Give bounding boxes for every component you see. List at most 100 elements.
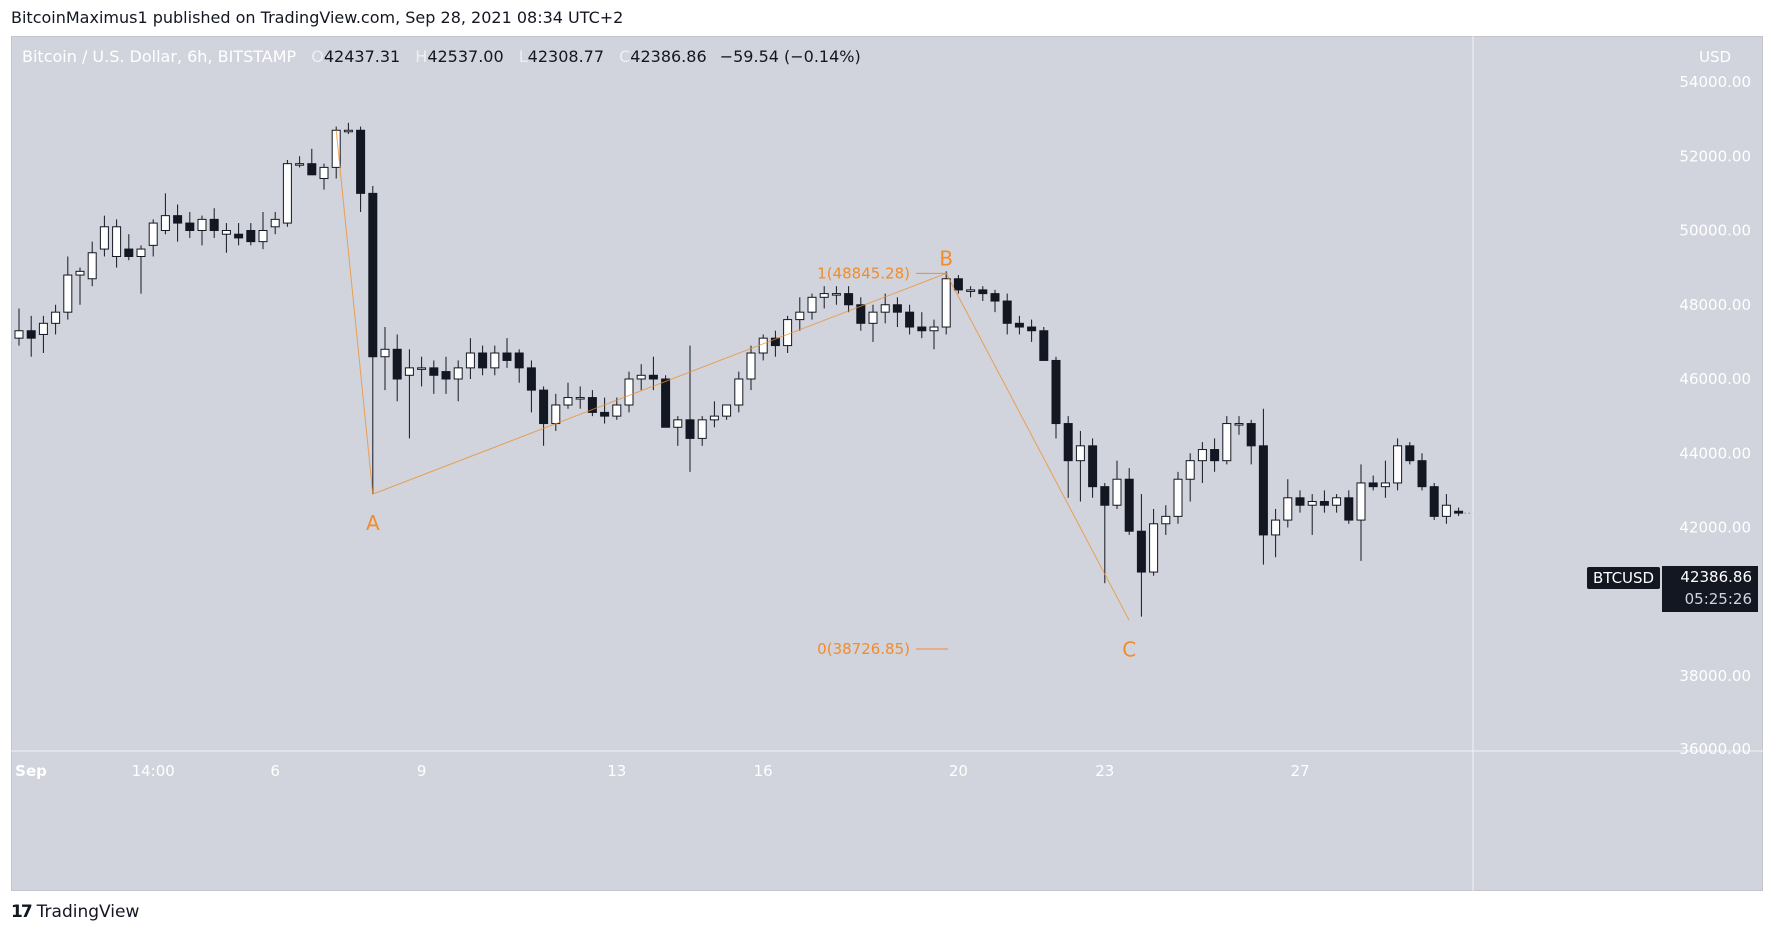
candle-body xyxy=(1210,449,1220,462)
candle xyxy=(1393,438,1403,491)
candle-body xyxy=(270,218,280,228)
candle xyxy=(1210,438,1220,472)
candle xyxy=(112,219,122,268)
price-chart[interactable]: A B C 1(48845.28) 0(38726.85) 54000.00 52000.… xyxy=(11,36,1763,891)
candle-body xyxy=(1075,445,1085,462)
candle xyxy=(478,345,488,376)
candle xyxy=(990,289,1000,313)
fib-level-1-label: 1(48845.28) xyxy=(817,264,910,282)
time-tick-label: 14:00 xyxy=(132,762,175,780)
candle-body xyxy=(1368,482,1378,488)
candle-body xyxy=(185,222,195,231)
candle-body xyxy=(380,348,390,358)
candle xyxy=(587,390,597,417)
axis-layer: 54000.00 52000.00 50000.00 48000.00 46000.00… xyxy=(11,36,1763,891)
time-tick-label: 20 xyxy=(949,762,968,780)
candle-body xyxy=(587,397,597,413)
candle xyxy=(770,330,780,357)
time-tick-label: 9 xyxy=(417,762,427,780)
candle-body xyxy=(612,404,622,417)
close-label: C xyxy=(619,47,631,66)
candle-body xyxy=(282,163,292,224)
candle-body xyxy=(1393,445,1403,484)
candle xyxy=(1356,464,1366,561)
time-tick-label: 13 xyxy=(607,762,626,780)
candle-body xyxy=(1173,478,1183,517)
open-value: 42437.31 xyxy=(323,47,401,66)
candle-body xyxy=(429,367,439,376)
candle xyxy=(1088,438,1098,498)
candle xyxy=(1014,315,1024,335)
candle-body xyxy=(575,397,585,400)
candle xyxy=(526,360,536,413)
candle xyxy=(429,360,439,394)
candle-body xyxy=(978,289,988,295)
candle xyxy=(1112,460,1122,509)
candle-body xyxy=(75,270,85,276)
published-header: BitcoinMaximus1 published on TradingView… xyxy=(11,8,624,27)
candle xyxy=(465,338,475,379)
candle xyxy=(1332,494,1342,513)
candle-body xyxy=(148,222,158,246)
candle xyxy=(1124,468,1134,535)
candle xyxy=(1197,442,1207,483)
candle-body xyxy=(1014,322,1024,328)
candle xyxy=(1380,460,1390,498)
candle xyxy=(38,315,48,354)
candle-body xyxy=(990,293,1000,302)
candle xyxy=(87,241,97,287)
wave-label-b: B xyxy=(939,246,953,270)
candle xyxy=(1344,490,1354,524)
candle-body xyxy=(1344,497,1354,521)
candle-body xyxy=(905,311,915,328)
candle-body xyxy=(368,192,378,358)
candle-body xyxy=(453,367,463,380)
fib-level-0-label: 0(38726.85) xyxy=(817,640,910,658)
candle-body xyxy=(1136,530,1146,573)
candle-body xyxy=(417,367,427,370)
chart-frame[interactable] xyxy=(11,36,1763,891)
candle-body xyxy=(685,419,695,439)
candle xyxy=(941,271,951,335)
candle-body xyxy=(941,278,951,328)
candle-body xyxy=(502,352,512,361)
candle xyxy=(978,286,988,302)
candle-body xyxy=(234,233,244,239)
candle-body xyxy=(1441,504,1451,517)
candle-body xyxy=(160,215,170,231)
last-price-value: 42386.86 xyxy=(1680,568,1752,586)
price-tick-label: 36000.00 xyxy=(1679,740,1751,758)
candle-body xyxy=(136,248,146,257)
candle xyxy=(246,223,256,246)
tradingview-brand-text: TradingView xyxy=(36,902,140,922)
candle xyxy=(697,416,707,446)
candle-body xyxy=(661,378,671,428)
candle-body xyxy=(1027,326,1037,332)
candle-body xyxy=(1356,482,1366,521)
candle-body xyxy=(795,311,805,321)
candle xyxy=(807,293,817,320)
candle-body xyxy=(392,348,402,380)
candle-body xyxy=(1271,519,1281,536)
candle xyxy=(502,338,512,368)
candle-body xyxy=(831,293,841,296)
candle xyxy=(14,308,24,346)
candle-body xyxy=(1088,445,1098,488)
candle xyxy=(1075,430,1085,502)
candle xyxy=(441,356,451,394)
candle xyxy=(831,286,841,305)
candle xyxy=(648,356,658,391)
candle xyxy=(612,397,622,420)
candle-body xyxy=(783,319,793,347)
candle xyxy=(63,256,73,320)
candle xyxy=(26,315,36,357)
candle-body xyxy=(563,397,573,406)
candle xyxy=(709,401,719,428)
candle xyxy=(307,148,317,176)
candle-body xyxy=(807,296,817,313)
price-tick-label: 44000.00 xyxy=(1679,444,1751,462)
candle xyxy=(1454,507,1464,517)
candle xyxy=(270,211,280,235)
change-value: −59.54 (−0.14%) xyxy=(719,47,861,66)
tradingview-logo[interactable]: 17 TradingView xyxy=(11,902,139,922)
